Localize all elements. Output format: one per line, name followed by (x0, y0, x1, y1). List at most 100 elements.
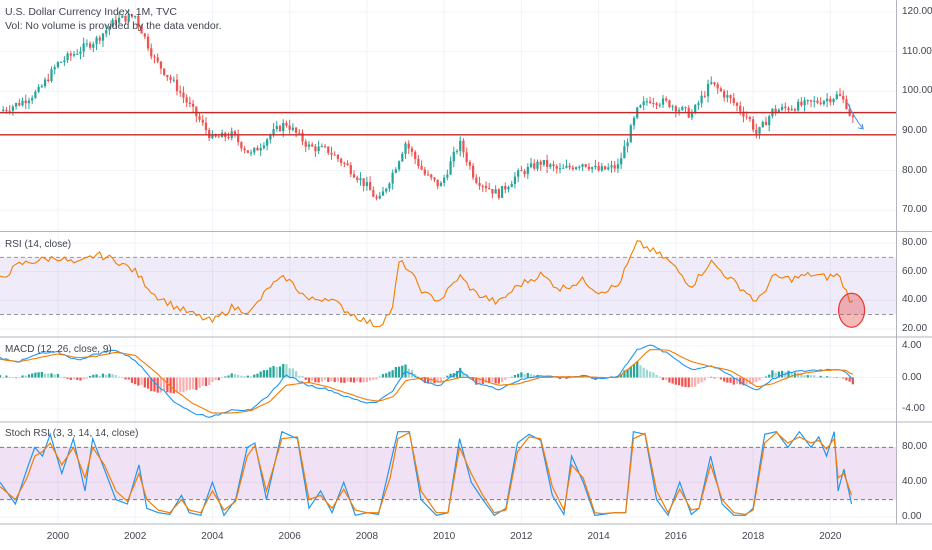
candle-body (455, 150, 459, 152)
macd-histogram-bar (562, 377, 565, 379)
macd-histogram-bar (34, 372, 37, 378)
candle-body (233, 131, 237, 136)
candle-body (60, 61, 63, 63)
candle-body (323, 146, 327, 148)
candle-body (188, 102, 192, 104)
macd-histogram-bar (304, 377, 307, 380)
candle-body (50, 69, 53, 81)
candle-body (584, 164, 587, 167)
macd-histogram-bar (340, 377, 343, 383)
macd-histogram-bar (8, 377, 11, 378)
candle-body (681, 107, 684, 110)
candle-body (198, 116, 201, 120)
macd-histogram-bar (484, 377, 488, 383)
candle-body (632, 117, 636, 126)
candle-body (838, 94, 842, 96)
candle-body (24, 100, 27, 104)
candle-body (388, 183, 391, 189)
macd-histogram-bar (114, 375, 117, 378)
macd-histogram-bar (758, 377, 761, 381)
candle-body (468, 161, 472, 166)
candle-body (842, 95, 845, 100)
candle-body (446, 174, 449, 178)
macd-histogram-bar (417, 376, 420, 378)
candle-body (500, 185, 504, 198)
macd-histogram-bar (352, 377, 356, 383)
rsi-series (0, 240, 854, 328)
candle-body (375, 196, 378, 199)
candle-body (729, 95, 732, 99)
macd-histogram-bar (220, 377, 224, 379)
macd-histogram-bar (674, 377, 677, 385)
macd-histogram-bar (179, 377, 182, 393)
x-tick-label: 2000 (46, 531, 70, 542)
candle-body (629, 125, 632, 143)
candle-body (182, 92, 185, 98)
stoch-rsi-series (0, 430, 853, 517)
price-tag-last: 94.63 (897, 114, 932, 127)
candle-body (607, 167, 610, 170)
candle-body (591, 167, 594, 170)
candle-body (616, 164, 620, 169)
x-tick-label: 2006 (278, 531, 301, 542)
rsi-highlight-circle (837, 292, 866, 328)
macd-histogram-bar (671, 377, 674, 384)
price-tag-countdown: 8d 6h (897, 130, 932, 143)
macd-histogram-bar (63, 376, 66, 378)
macd-histogram-bar (668, 377, 671, 383)
macd-histogram-bar (568, 377, 571, 379)
candle-body (443, 177, 446, 183)
candle-body (211, 134, 214, 139)
macd-histogram-bar (723, 377, 726, 382)
candle-body (249, 152, 253, 154)
candle-body (742, 111, 745, 117)
candle-body (31, 97, 34, 101)
macd-histogram-bar (82, 377, 85, 380)
macd-histogram-bar (471, 377, 475, 381)
candle-body (526, 166, 529, 175)
candle-body (391, 172, 394, 184)
candle-body (517, 170, 520, 177)
candle-body (105, 30, 108, 34)
candle-body (732, 98, 735, 104)
candle-body (43, 79, 47, 87)
candle-body (140, 25, 143, 34)
candle-body (568, 165, 571, 168)
candle-body (488, 188, 491, 190)
candle-body (340, 158, 343, 163)
macd-histogram-bar (278, 366, 282, 378)
candle-body (668, 100, 671, 108)
candle-body (349, 165, 352, 175)
candle-body (56, 62, 60, 68)
candle-body (143, 33, 146, 37)
candle-body (359, 178, 362, 181)
candle-body (449, 161, 452, 175)
candle-body (117, 17, 121, 23)
candle-body (18, 103, 21, 106)
macd-histogram-bar (79, 377, 82, 381)
macd-histogram-bar (368, 377, 372, 381)
candle-body (555, 166, 558, 169)
y-tick-label: 80.00 (902, 237, 928, 248)
candle-body (172, 79, 175, 81)
macd-histogram-bar (333, 377, 336, 383)
candle-body (163, 68, 166, 76)
signal-line (0, 349, 854, 414)
macd-histogram-bar (146, 377, 150, 389)
candle-body (726, 95, 729, 98)
candle-body (491, 189, 494, 194)
macd-histogram-bar (140, 377, 143, 385)
candle-body (304, 141, 307, 147)
macd-histogram-bar (443, 377, 446, 379)
y-tick-label: 120.00 (902, 5, 932, 17)
macd-histogram-bar (182, 377, 185, 393)
macd-histogram-bar (269, 367, 272, 378)
macd-histogram-bar (397, 366, 401, 378)
macd-histogram-bar (414, 374, 417, 378)
candle-body (137, 15, 140, 26)
candle-body (597, 165, 600, 171)
macd-histogram-bar (124, 377, 127, 380)
macd-histogram-bar (655, 374, 658, 378)
macd-histogram-bar (809, 375, 813, 378)
